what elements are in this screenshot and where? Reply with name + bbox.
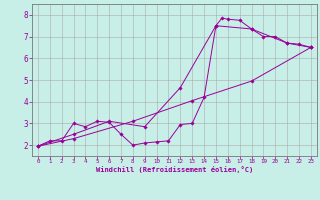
X-axis label: Windchill (Refroidissement éolien,°C): Windchill (Refroidissement éolien,°C) <box>96 166 253 173</box>
